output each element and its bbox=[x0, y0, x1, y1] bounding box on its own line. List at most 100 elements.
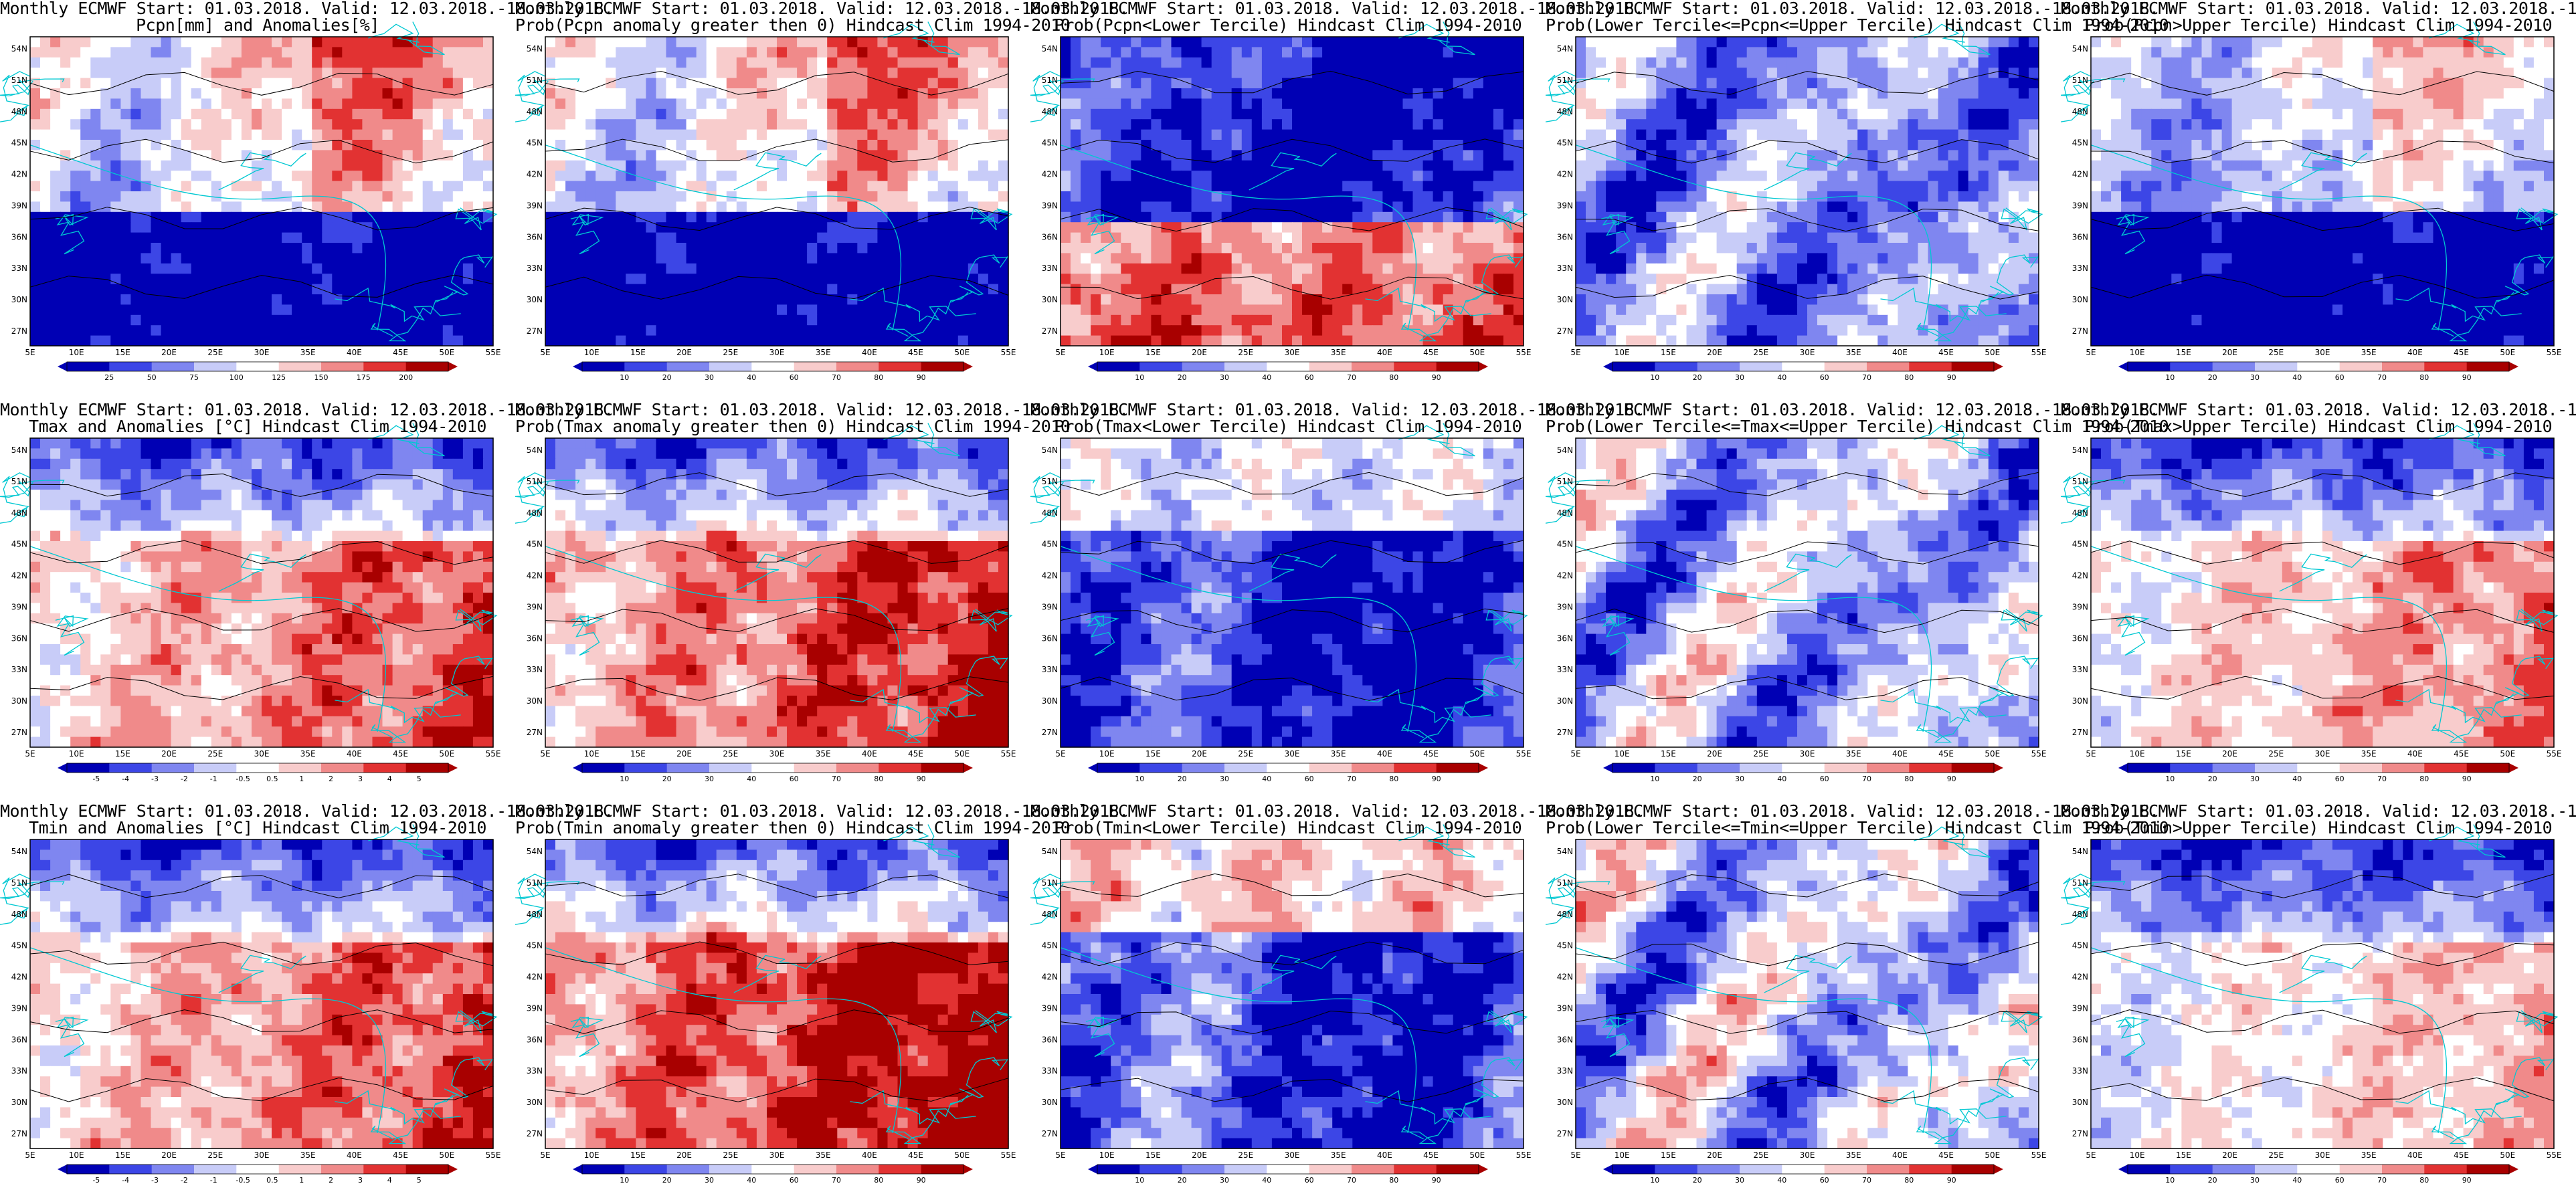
lon-tick-label: 5E bbox=[1055, 1150, 1065, 1160]
map-panel: 54N 51N 48N 45N 42N 39N 36N 33N 30N 27N 5E 10E 15E 20… bbox=[0, 0, 614, 401]
lat-tick-label: 36N bbox=[527, 1035, 543, 1044]
lat-tick-label: 30N bbox=[527, 295, 543, 304]
lat-tick-label: 51N bbox=[1042, 878, 1058, 888]
lon-tick-label: 35E bbox=[1846, 1150, 1861, 1160]
lon-tick-label: 10E bbox=[584, 348, 600, 357]
field-shading bbox=[30, 438, 494, 748]
panel-title-line1: Monthly ECMWF Start: 01.03.2018. Valid: … bbox=[515, 0, 1129, 17]
lon-tick-label: 25E bbox=[207, 1150, 223, 1160]
coastline-overlay bbox=[1030, 423, 1528, 743]
lat-tick-label: 45N bbox=[2072, 941, 2088, 950]
lat-tick-label: 36N bbox=[2072, 1035, 2088, 1044]
lon-tick-label: 50E bbox=[2500, 1150, 2515, 1160]
map-frame bbox=[545, 36, 1009, 346]
lon-tick-label: 15E bbox=[115, 348, 130, 357]
map-frame bbox=[1575, 437, 2039, 748]
lon-tick-label: 40E bbox=[347, 1150, 362, 1160]
lon-tick-label: 25E bbox=[2268, 1150, 2284, 1160]
lon-tick-label: 45E bbox=[1938, 1150, 1954, 1160]
lat-tick-label: 27N bbox=[1557, 326, 1573, 336]
field-shading bbox=[30, 839, 494, 1149]
colorbar-label: 70 bbox=[1347, 1176, 1356, 1185]
lat-tick-label: 30N bbox=[11, 1098, 27, 1107]
colorbar-label: 90 bbox=[1947, 775, 1956, 783]
colorbar-label: 70 bbox=[2377, 373, 2387, 382]
coastline-overlay bbox=[1546, 423, 2043, 743]
colorbar-label: 40 bbox=[747, 775, 756, 783]
lon-tick-label: 30E bbox=[1285, 348, 1300, 357]
colorbar-label: 90 bbox=[2462, 373, 2472, 382]
lon-tick-label: 5E bbox=[1570, 348, 1580, 357]
lat-tick-label: 33N bbox=[11, 665, 27, 674]
map-frame bbox=[29, 839, 494, 1149]
lon-tick-label: 55E bbox=[486, 348, 501, 357]
lat-tick-label: 51N bbox=[2072, 76, 2088, 85]
lon-tick-label: 30E bbox=[1800, 348, 1815, 357]
field-shading bbox=[1576, 839, 2039, 1149]
lat-tick-label: 39N bbox=[527, 1003, 543, 1013]
colorbar: 10 20 30 40 60 70 80 90 bbox=[1603, 361, 2003, 382]
colorbar-label: 40 bbox=[2292, 775, 2302, 783]
lon-tick-label: 30E bbox=[769, 749, 785, 759]
map-frame bbox=[1575, 36, 2039, 346]
lon-tick-label: 20E bbox=[161, 1150, 177, 1160]
lon-tick-label: 10E bbox=[69, 749, 84, 759]
lon-tick-label: 35E bbox=[2361, 749, 2377, 759]
colorbar: 25 50 75 100 125 150 175 200 bbox=[58, 361, 458, 382]
lat-tick-label: 51N bbox=[11, 878, 27, 888]
lat-tick-label: 30N bbox=[527, 696, 543, 706]
colorbar-label: 25 bbox=[104, 373, 114, 382]
lon-tick-label: 45E bbox=[908, 749, 923, 759]
panel-title-line1: Monthly ECMWF Start: 01.03.2018. Valid: … bbox=[1030, 401, 1644, 419]
lat-tick-label: 48N bbox=[2072, 107, 2088, 116]
lat-tick-label: 30N bbox=[1042, 696, 1058, 706]
panel-title-line1: Monthly ECMWF Start: 01.03.2018. Valid: … bbox=[515, 803, 1129, 820]
lat-tick-label: 30N bbox=[11, 696, 27, 706]
colorbar-label: 50 bbox=[147, 373, 157, 382]
colorbar-label: 60 bbox=[1820, 373, 1829, 382]
colorbar-label: -4 bbox=[122, 775, 129, 783]
lon-tick-label: 10E bbox=[2130, 348, 2145, 357]
lon-tick-label: 30E bbox=[2315, 749, 2330, 759]
colorbar-label: -0.5 bbox=[236, 1176, 250, 1185]
lat-tick-label: 45N bbox=[1557, 941, 1573, 950]
colorbar-label: 3 bbox=[358, 1176, 363, 1185]
colorbar-label: 80 bbox=[1389, 373, 1398, 382]
lat-tick-label: 42N bbox=[1042, 973, 1058, 982]
lat-tick-label: 48N bbox=[1042, 107, 1058, 116]
map-figure: 54N 51N 48N 45N 42N 39N 36N 33N 30N 27N 5E 10E 15E 20… bbox=[2061, 423, 2561, 783]
lon-tick-label: 40E bbox=[862, 749, 877, 759]
lon-tick-label: 45E bbox=[393, 348, 408, 357]
colorbar-label: 20 bbox=[662, 373, 672, 382]
map-frame bbox=[2090, 839, 2555, 1149]
panel-title-line1: Monthly ECMWF Start: 01.03.2018. Valid: … bbox=[0, 401, 614, 419]
lon-tick-label: 50E bbox=[439, 348, 454, 357]
colorbar-label: 30 bbox=[1735, 1176, 1744, 1185]
lat-tick-label: 45N bbox=[527, 540, 543, 549]
lon-tick-label: 35E bbox=[2361, 348, 2377, 357]
colorbar-label: 70 bbox=[1862, 1176, 1871, 1185]
lat-tick-label: 30N bbox=[2072, 1098, 2088, 1107]
colorbar-label: 20 bbox=[1178, 373, 1187, 382]
lon-tick-label: 40E bbox=[1892, 348, 1908, 357]
colorbar-label: 60 bbox=[2335, 1176, 2344, 1185]
lon-tick-label: 40E bbox=[862, 1150, 877, 1160]
map-frame bbox=[1060, 36, 1524, 346]
colorbar-label: 90 bbox=[1432, 775, 1441, 783]
contour-lines bbox=[29, 874, 494, 1102]
lon-tick-label: 50E bbox=[1985, 1150, 2000, 1160]
lat-tick-label: 30N bbox=[1557, 1098, 1573, 1107]
contour-lines bbox=[1575, 472, 2039, 701]
colorbar: 10 20 30 40 60 70 80 90 bbox=[573, 763, 973, 783]
lat-tick-label: 39N bbox=[1042, 201, 1058, 210]
panel-title-line2: Prob(Lower Tercile<=Tmin<=Upper Tercile)… bbox=[1546, 819, 2169, 837]
lat-tick-label: 42N bbox=[1042, 170, 1058, 179]
colorbar-label: 20 bbox=[1693, 775, 1702, 783]
colorbar-label: 40 bbox=[747, 373, 756, 382]
lon-tick-label: 30E bbox=[2315, 1150, 2330, 1160]
colorbar-label: 80 bbox=[2419, 373, 2429, 382]
colorbar-label: 10 bbox=[1650, 1176, 1659, 1185]
lat-tick-label: 51N bbox=[2072, 477, 2088, 486]
colorbar-label: 70 bbox=[1862, 775, 1871, 783]
colorbar: -5 -4 -3 -2 -1 -0.5 0.5 1 2 3 4 5 bbox=[58, 1164, 458, 1185]
